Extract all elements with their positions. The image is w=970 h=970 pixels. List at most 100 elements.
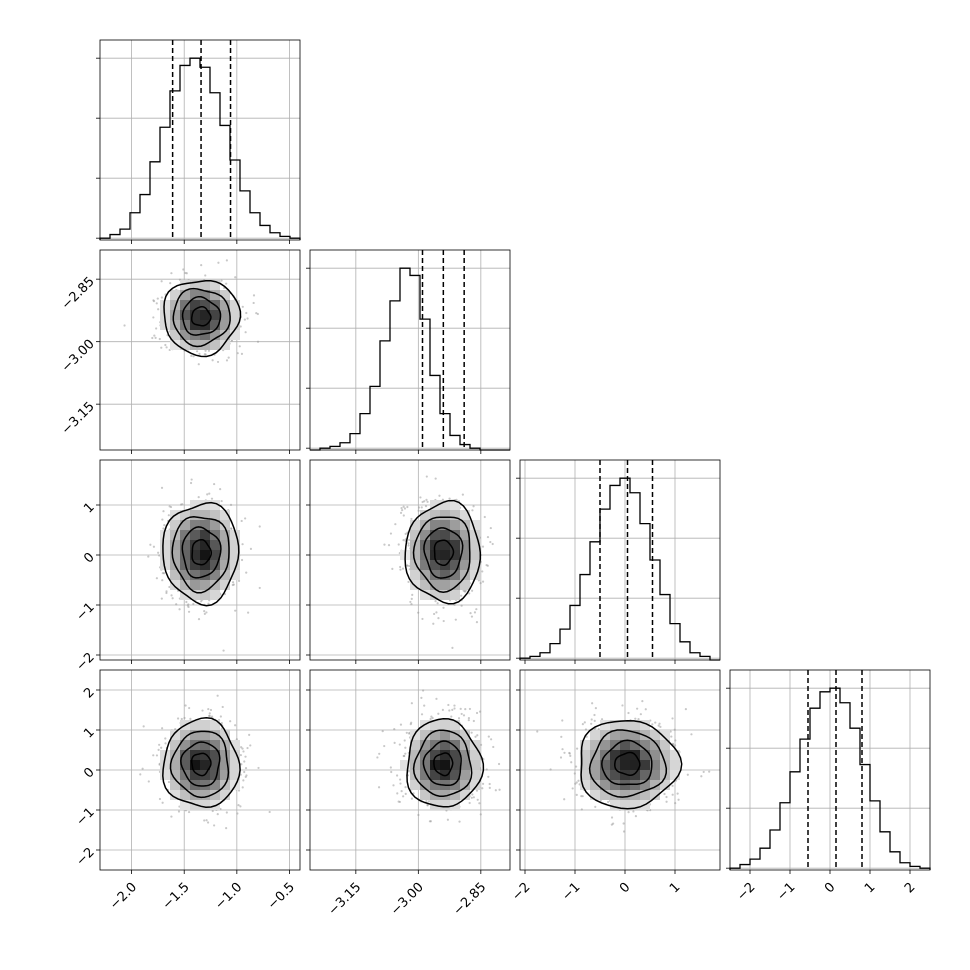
scatter-point (175, 603, 178, 606)
scatter-point (378, 752, 381, 755)
density-cell (440, 750, 450, 760)
scatter-point (240, 519, 243, 523)
density-cell (440, 570, 450, 580)
scatter-point (399, 511, 403, 514)
scatter-point (481, 580, 485, 583)
density-cell (470, 560, 480, 570)
scatter-point (161, 572, 164, 575)
density-cell (210, 570, 220, 580)
density-cell (590, 740, 600, 750)
density-cell (450, 580, 460, 590)
scatter-point (157, 748, 160, 752)
scatter-point (192, 355, 195, 358)
density-cell (620, 750, 630, 760)
density-cell (200, 520, 210, 530)
scatter-point (182, 268, 185, 271)
scatter-point (471, 509, 474, 512)
x-tick-label: −3.15 (326, 880, 365, 919)
scatter-point (621, 704, 624, 707)
density-cell (190, 740, 200, 750)
scatter-point (234, 609, 237, 612)
density-cell (200, 740, 210, 750)
density-cell (230, 770, 240, 780)
density-cell (600, 720, 610, 730)
scatter-point (410, 517, 413, 521)
scatter-point (162, 527, 165, 530)
density-cell (440, 590, 450, 600)
scatter-point (637, 718, 640, 721)
scatter-point (403, 754, 406, 758)
density-cell (430, 760, 440, 770)
density-cell (610, 800, 620, 810)
density-cell (430, 530, 440, 540)
scatter-point (239, 325, 242, 328)
scatter-point (204, 274, 207, 277)
density-cell (440, 720, 450, 730)
scatter-point (243, 770, 246, 774)
scatter-point (490, 738, 493, 741)
density-cell (450, 770, 460, 780)
scatter-point (160, 296, 164, 299)
scatter-point (475, 621, 479, 624)
density-cell (450, 730, 460, 740)
density-cell (410, 530, 420, 540)
density-cell (580, 760, 590, 770)
density-cell (440, 520, 450, 530)
x-tick-label: 1 (667, 880, 683, 896)
scatter-point (177, 810, 181, 813)
scatter-point (213, 824, 216, 827)
scatter-point (205, 611, 208, 614)
density-cell (170, 760, 180, 770)
scatter-point (190, 243, 192, 245)
density-cell (600, 740, 610, 750)
scatter-point (158, 554, 161, 557)
density-cell (470, 520, 480, 530)
density-cell (220, 570, 230, 580)
scatter-point (225, 811, 228, 814)
scatter-point (204, 349, 207, 352)
scatter-point (252, 294, 256, 297)
density-cell (430, 730, 440, 740)
scatter-point (417, 813, 420, 817)
scatter-point (400, 790, 403, 793)
scatter-point (568, 752, 571, 755)
density-cell (190, 580, 200, 590)
scatter-point (468, 707, 472, 711)
scatter-point (424, 505, 428, 508)
density-cell (460, 790, 470, 800)
scatter-point (669, 730, 672, 733)
scatter-point (170, 272, 173, 275)
density-cell (620, 800, 630, 810)
scatter-point (197, 363, 200, 366)
density-cell (430, 720, 440, 730)
density-cell (220, 340, 230, 350)
scatter-point (243, 318, 246, 321)
x-tick-label: 1 (862, 880, 878, 896)
scatter-point (472, 505, 475, 508)
density-cell (410, 570, 420, 580)
scatter-point (399, 565, 402, 569)
axes-frame (99, 249, 301, 451)
density-cell (180, 730, 190, 740)
y-tick-label: 1 (81, 500, 97, 516)
scatter-point (221, 705, 224, 709)
density-cell (450, 740, 460, 750)
density-cell (210, 560, 220, 570)
scatter-point (190, 478, 193, 481)
density-cell (420, 510, 430, 520)
density-cell (230, 740, 240, 750)
density-cell (160, 560, 170, 570)
scatter-point (407, 770, 411, 773)
density-cell (190, 280, 200, 290)
scatter-point (141, 767, 144, 770)
scatter-point (171, 597, 174, 600)
y-tick-label: −1 (73, 600, 97, 624)
x-tick-label: −2 (509, 880, 533, 904)
density-cell (590, 760, 600, 770)
scatter-point (708, 770, 711, 773)
density-cell (460, 570, 470, 580)
scatter-point (234, 724, 237, 727)
scatter-point (474, 735, 477, 738)
scatter-point (401, 509, 404, 512)
contour-line (191, 538, 213, 566)
